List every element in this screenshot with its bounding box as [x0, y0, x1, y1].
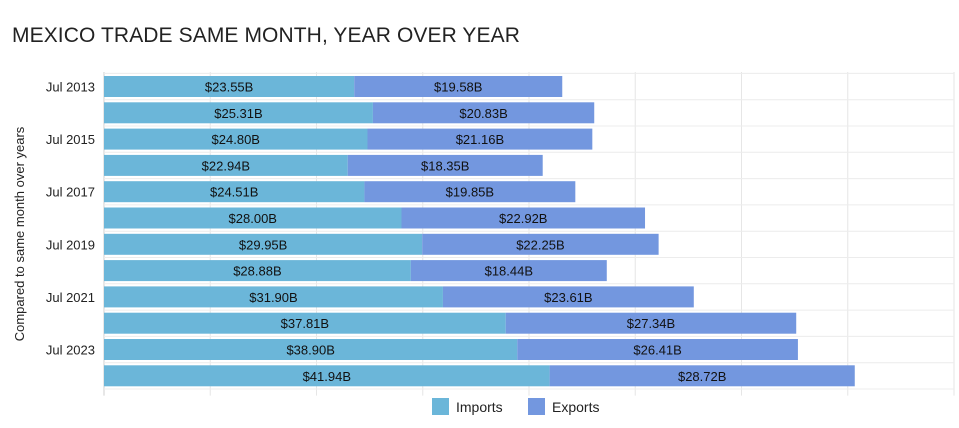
data-label-exports-2: $21.16B	[456, 132, 504, 147]
data-label-exports-7: $18.44B	[485, 264, 533, 279]
bar-exports-6[interactable]	[422, 233, 659, 255]
bar-imports-0[interactable]	[104, 76, 355, 97]
bar-exports-9[interactable]	[505, 312, 797, 334]
category-label-8: Jul 2021	[46, 290, 95, 305]
category-label-10: Jul 2023	[46, 343, 95, 358]
category-labels: Jul 2013 Jul 2015 Jul 2017 Jul 2019 Jul 2021…	[46, 80, 95, 358]
data-label-exports-8: $23.61B	[544, 290, 592, 305]
data-label-exports-0: $19.58B	[434, 80, 482, 95]
data-label-imports-9: $37.81B	[281, 316, 329, 331]
data-label-imports-10: $38.90B	[286, 343, 334, 358]
category-label-4: Jul 2017	[46, 185, 95, 200]
data-label-imports-6: $29.95B	[239, 237, 287, 252]
bar-imports-11[interactable]	[104, 365, 550, 387]
data-label-exports-9: $27.34B	[627, 316, 675, 331]
bar-exports-5[interactable]	[401, 207, 646, 229]
bar-imports-4[interactable]	[104, 181, 365, 203]
data-label-exports-5: $22.92B	[499, 211, 547, 226]
bar-exports-0[interactable]	[354, 76, 563, 97]
bar-imports-3[interactable]	[104, 154, 348, 176]
bar-exports-10[interactable]	[517, 339, 798, 360]
category-label-2: Jul 2015	[46, 132, 95, 147]
data-label-imports-8: $31.90B	[249, 290, 297, 305]
bar-imports-7[interactable]	[104, 260, 411, 282]
bars	[104, 76, 855, 387]
data-label-imports-1: $25.31B	[214, 106, 262, 121]
category-label-6: Jul 2019	[46, 237, 95, 252]
legend: Imports Exports	[432, 398, 599, 415]
data-label-imports-3: $22.94B	[202, 158, 250, 173]
legend-swatch-imports	[432, 398, 449, 415]
data-label-imports-2: $24.80B	[212, 132, 260, 147]
bar-exports-11[interactable]	[549, 365, 855, 387]
data-label-imports-0: $23.55B	[205, 80, 253, 95]
bar-exports-8[interactable]	[442, 286, 694, 308]
bar-imports-10[interactable]	[104, 339, 518, 360]
data-label-exports-10: $26.41B	[633, 343, 681, 358]
bar-imports-1[interactable]	[104, 102, 373, 124]
data-label-exports-6: $22.25B	[516, 237, 564, 252]
bar-exports-3[interactable]	[347, 154, 543, 176]
bar-imports-6[interactable]	[104, 233, 423, 255]
bar-imports-5[interactable]	[104, 207, 402, 229]
legend-label-exports[interactable]: Exports	[552, 399, 599, 415]
y-axis-title: Compared to same month over years	[12, 126, 27, 341]
bar-imports-2[interactable]	[104, 128, 368, 150]
data-label-exports-11: $28.72B	[678, 369, 726, 384]
data-label-imports-7: $28.88B	[233, 264, 281, 279]
chart-title: MEXICO TRADE SAME MONTH, YEAR OVER YEAR	[12, 24, 521, 47]
legend-label-imports[interactable]: Imports	[456, 399, 503, 415]
category-label-0: Jul 2013	[46, 80, 95, 95]
data-label-exports-1: $20.83B	[459, 106, 507, 121]
data-label-imports-11: $41.94B	[303, 369, 351, 384]
bar-imports-8[interactable]	[104, 286, 443, 308]
data-label-imports-5: $28.00B	[229, 211, 277, 226]
bar-exports-7[interactable]	[410, 260, 607, 282]
bar-exports-4[interactable]	[364, 181, 576, 203]
bar-labels: $23.55B $19.58B $25.31B $20.83B $24.80B $21.1…	[202, 80, 727, 384]
data-label-exports-4: $19.85B	[446, 185, 494, 200]
data-label-imports-4: $24.51B	[210, 185, 258, 200]
legend-swatch-exports	[528, 398, 545, 415]
bar-exports-1[interactable]	[372, 102, 595, 124]
bar-exports-2[interactable]	[367, 128, 593, 150]
bar-imports-9[interactable]	[104, 312, 506, 334]
data-label-exports-3: $18.35B	[421, 158, 469, 173]
